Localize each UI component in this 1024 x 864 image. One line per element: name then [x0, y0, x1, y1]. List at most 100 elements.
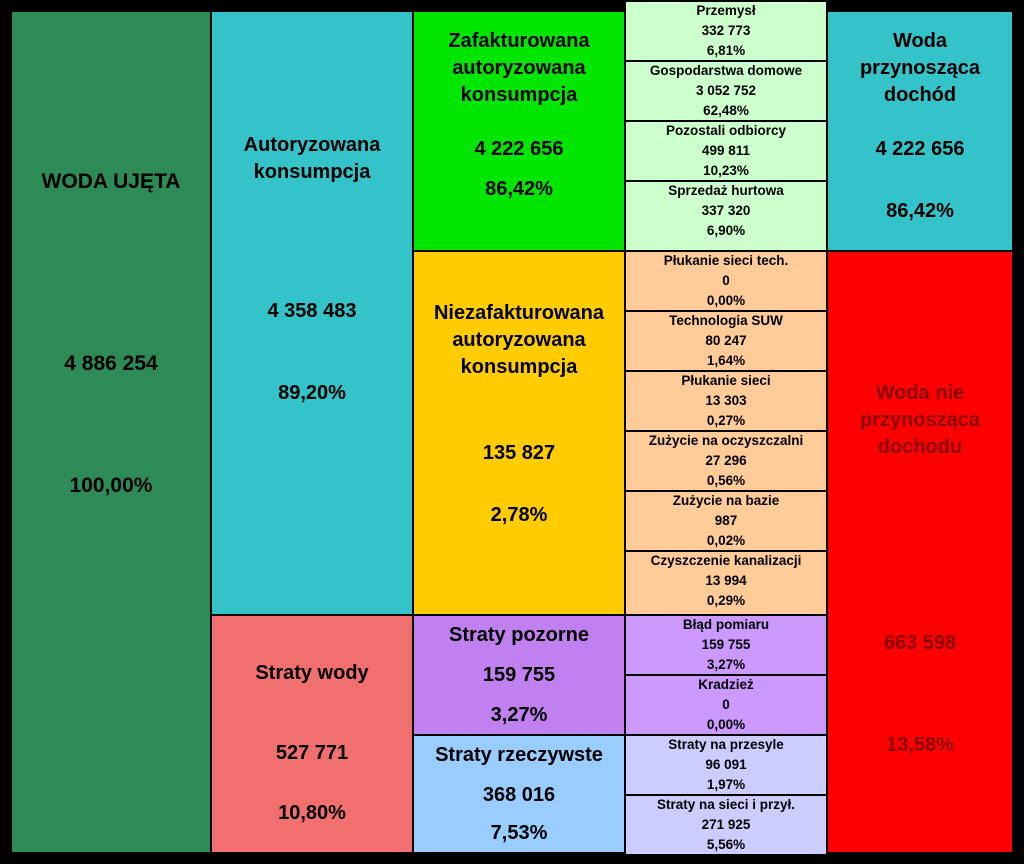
unbilled-pct: 2,78% [490, 504, 548, 526]
apparent-item-pct: 0,00% [706, 717, 746, 732]
unbilled-title-line3: konsumpcja [460, 356, 578, 378]
revenue-title-line3: dochód [883, 84, 957, 106]
nonrevenue-title-line1: Woda nie [875, 382, 965, 404]
water-taken-title: WODA UJĘTA [41, 170, 181, 193]
billed-item: Przemysł 332 773 6,81% [624, 0, 828, 62]
revenue-pct: 86,42% [886, 200, 954, 222]
billed-item-label: Pozostali odbiorcy [665, 123, 787, 138]
billed-title-line2: autoryzowana [452, 57, 586, 79]
billed-item-label: Przemysł [696, 3, 756, 18]
billed-pct: 86,42% [485, 178, 553, 200]
apparent-item: Błąd pomiaru 159 755 3,27% [624, 614, 828, 676]
losses-value: 527 771 [275, 742, 349, 764]
billed-item: Pozostali odbiorcy 499 811 10,23% [624, 120, 828, 182]
authorized-consumption-cell: Autoryzowana konsumpcja 4 358 483 89,20% [210, 10, 414, 616]
unbilled-item-label: Technologia SUW [669, 313, 783, 328]
billed-item-value: 332 773 [701, 23, 751, 38]
apparent-item-pct: 3,27% [706, 657, 746, 672]
billed-item: Sprzedaż hurtowa 337 320 6,90% [624, 180, 828, 252]
billed-item-pct: 6,81% [706, 43, 746, 58]
billed-title-line3: konsumpcja [460, 84, 578, 106]
revenue-value: 4 222 656 [875, 138, 965, 160]
unbilled-item-label: Czyszczenie kanalizacji [650, 553, 802, 568]
unbilled-title-line2: autoryzowana [452, 329, 586, 351]
unbilled-item-value: 27 296 [705, 453, 747, 468]
unbilled-item-value: 80 247 [705, 333, 747, 348]
nonrevenue-water-cell: Woda nie przynosząca dochodu 663 598 13,… [826, 250, 1014, 854]
real-value: 368 016 [482, 784, 556, 806]
apparent-losses-cell: Straty pozorne 159 755 3,27% [412, 614, 626, 736]
authorized-title-line1: Autoryzowana [243, 134, 381, 156]
unbilled-item: Zużycie na oczyszczalni 27 296 0,56% [624, 430, 828, 492]
apparent-item-label: Błąd pomiaru [682, 617, 770, 632]
apparent-title: Straty pozorne [448, 624, 590, 646]
real-item-value: 96 091 [705, 757, 747, 772]
unbilled-item: Płukanie sieci tech. 0 0,00% [624, 250, 828, 312]
water-taken-pct: 100,00% [69, 474, 153, 497]
nonrevenue-title-line2: przynosząca [859, 409, 981, 431]
unbilled-item-label: Zużycie na bazie [672, 493, 780, 508]
billed-item-pct: 6,90% [706, 223, 746, 238]
nonrevenue-title-line3: dochodu [877, 436, 963, 458]
revenue-water-cell: Woda przynosząca dochód 4 222 656 86,42% [826, 10, 1014, 252]
billed-consumption-cell: Zafakturowana autoryzowana konsumpcja 4 … [412, 10, 626, 252]
real-item-value: 271 925 [701, 817, 751, 832]
unbilled-item: Technologia SUW 80 247 1,64% [624, 310, 828, 372]
revenue-title-line1: Woda [892, 30, 948, 52]
billed-title-line1: Zafakturowana [448, 30, 590, 52]
unbilled-item-pct: 0,56% [706, 473, 746, 488]
unbilled-item: Czyszczenie kanalizacji 13 994 0,29% [624, 550, 828, 616]
billed-item-pct: 10,23% [703, 163, 749, 178]
unbilled-item-value: 987 [714, 513, 738, 528]
losses-pct: 10,80% [278, 802, 346, 824]
revenue-title-line2: przynosząca [859, 57, 981, 79]
billed-item-pct: 62,48% [703, 103, 749, 118]
unbilled-item-pct: 1,64% [706, 353, 746, 368]
water-taken-cell: WODA UJĘTA 4 886 254 100,00% [10, 10, 212, 854]
real-item-label: Straty na sieci i przył. [656, 797, 796, 812]
unbilled-item-value: 0 [722, 273, 730, 288]
unbilled-item-value: 13 303 [705, 393, 747, 408]
billed-item: Gospodarstwa domowe 3 052 752 62,48% [624, 60, 828, 122]
authorized-value: 4 358 483 [267, 300, 357, 322]
real-title: Straty rzeczywste [435, 744, 603, 766]
billed-item-label: Gospodarstwa domowe [649, 63, 803, 78]
water-taken-value: 4 886 254 [64, 352, 158, 375]
real-item-pct: 1,97% [706, 777, 746, 792]
unbilled-item-pct: 0,02% [706, 533, 746, 548]
billed-item-value: 337 320 [701, 203, 751, 218]
authorized-pct: 89,20% [278, 382, 346, 404]
real-item: Straty na przesyle 96 091 1,97% [624, 734, 828, 796]
water-balance-table: WODA UJĘTA 4 886 254 100,00% Autoryzowan… [8, 0, 1016, 856]
real-losses-cell: Straty rzeczywste 368 016 7,53% [412, 734, 626, 854]
unbilled-consumption-cell: Niezafakturowana autoryzowana konsumpcja… [412, 250, 626, 616]
apparent-pct: 3,27% [490, 704, 548, 726]
real-item: Straty na sieci i przył. 271 925 5,56% [624, 794, 828, 856]
unbilled-item-pct: 0,00% [706, 293, 746, 308]
apparent-item-value: 0 [722, 697, 730, 712]
unbilled-item-label: Płukanie sieci tech. [663, 253, 789, 268]
unbilled-item: Zużycie na bazie 987 0,02% [624, 490, 828, 552]
real-item-pct: 5,56% [706, 837, 746, 852]
water-losses-cell: Straty wody 527 771 10,80% [210, 614, 414, 854]
real-item-label: Straty na przesyle [668, 737, 784, 752]
authorized-title-line2: konsumpcja [253, 161, 371, 183]
nonrevenue-pct: 13,58% [886, 734, 954, 756]
apparent-item: Kradzież 0 0,00% [624, 674, 828, 736]
billed-item-value: 3 052 752 [695, 83, 757, 98]
unbilled-item-label: Płukanie sieci [681, 373, 771, 388]
unbilled-item-label: Zużycie na oczyszczalni [648, 433, 804, 448]
billed-item-value: 499 811 [701, 143, 751, 158]
losses-title: Straty wody [255, 662, 369, 684]
unbilled-item-pct: 0,27% [706, 413, 746, 428]
real-pct: 7,53% [490, 822, 548, 844]
apparent-item-value: 159 755 [701, 637, 751, 652]
unbilled-item-pct: 0,29% [706, 593, 746, 608]
unbilled-title-line1: Niezafakturowana [433, 302, 605, 324]
apparent-item-label: Kradzież [698, 677, 754, 692]
apparent-value: 159 755 [482, 664, 556, 686]
nonrevenue-value: 663 598 [883, 632, 957, 654]
billed-item-label: Sprzedaż hurtowa [668, 183, 784, 198]
unbilled-item-value: 13 994 [705, 573, 747, 588]
unbilled-value: 135 827 [482, 442, 556, 464]
